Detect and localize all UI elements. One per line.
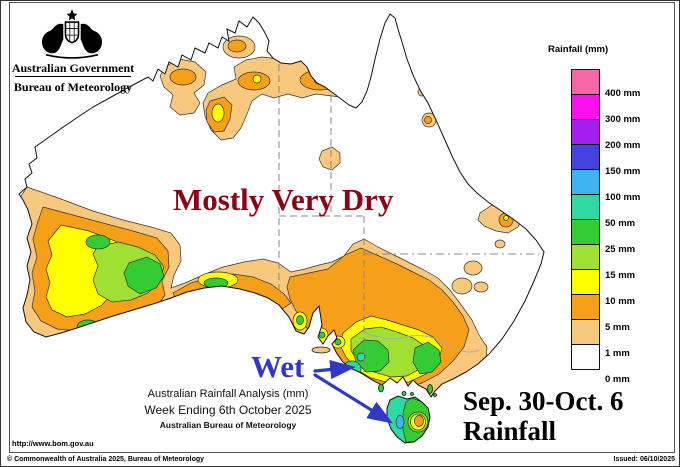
legend-label: 100 mm [605, 192, 641, 203]
wet-annotation: Wet [251, 349, 305, 384]
wet-arrow-victoria [313, 359, 356, 380]
legend-swatch [571, 294, 600, 320]
legend-label: 1 mm [605, 348, 630, 359]
legend-label: 15 mm [605, 270, 636, 281]
legend-label: 0 mm [605, 374, 630, 385]
legend-swatch [571, 169, 600, 195]
legend-swatch [571, 194, 600, 220]
legend-swatch [571, 94, 600, 120]
legend-swatch [571, 144, 600, 170]
small-islands [311, 346, 437, 397]
caption-bureau: Australian Bureau of Meteorology [159, 420, 297, 430]
wet-arrows [313, 359, 394, 424]
period-word: Rainfall [463, 416, 557, 446]
caption-week: Week Ending 6th October 2025 [144, 403, 312, 417]
legend-label: 50 mm [605, 218, 636, 229]
issued-date: Issued: 06/10/2025 [613, 456, 676, 463]
legend-swatch [571, 219, 600, 245]
logo-divider [15, 76, 131, 77]
map-caption: Australian Rainfall Analysis (mm) Week E… [113, 388, 343, 430]
legend-title: Rainfall (mm) [548, 44, 609, 55]
map-frame [9, 2, 675, 453]
bom-url: http://www.bom.gov.au [12, 439, 94, 448]
period-label: Sep. 30-Oct. 6 Rainfall [463, 386, 623, 446]
wet-arrow-tasmania [313, 373, 394, 424]
legend-swatch [571, 319, 600, 345]
legend-swatch [571, 69, 600, 95]
legend-label: 150 mm [605, 166, 641, 177]
legend-swatch [571, 119, 600, 145]
copyright-text: © Commonwealth of Australia 2025, Bureau… [7, 456, 205, 463]
period-dates: Sep. 30-Oct. 6 [463, 386, 624, 416]
government-title: Australian Government [11, 61, 135, 75]
legend-label: 25 mm [605, 244, 636, 255]
legend-swatch [571, 269, 600, 295]
legend-swatch [571, 344, 600, 370]
bureau-title: Bureau of Meteorology [13, 80, 133, 94]
caption-analysis: Australian Rainfall Analysis (mm) [147, 388, 309, 400]
dry-annotation: Mostly Very Dry [173, 182, 394, 217]
legend-label: 300 mm [605, 114, 641, 125]
coat-of-arms-icon [41, 9, 103, 59]
legend-label: 400 mm [605, 88, 641, 99]
legend-label: 200 mm [605, 140, 641, 151]
state-borders [278, 64, 539, 372]
legend-boxes [571, 69, 600, 370]
legend-swatch [571, 244, 600, 270]
legend-label: 10 mm [605, 296, 636, 307]
legend-label: 5 mm [605, 322, 630, 333]
